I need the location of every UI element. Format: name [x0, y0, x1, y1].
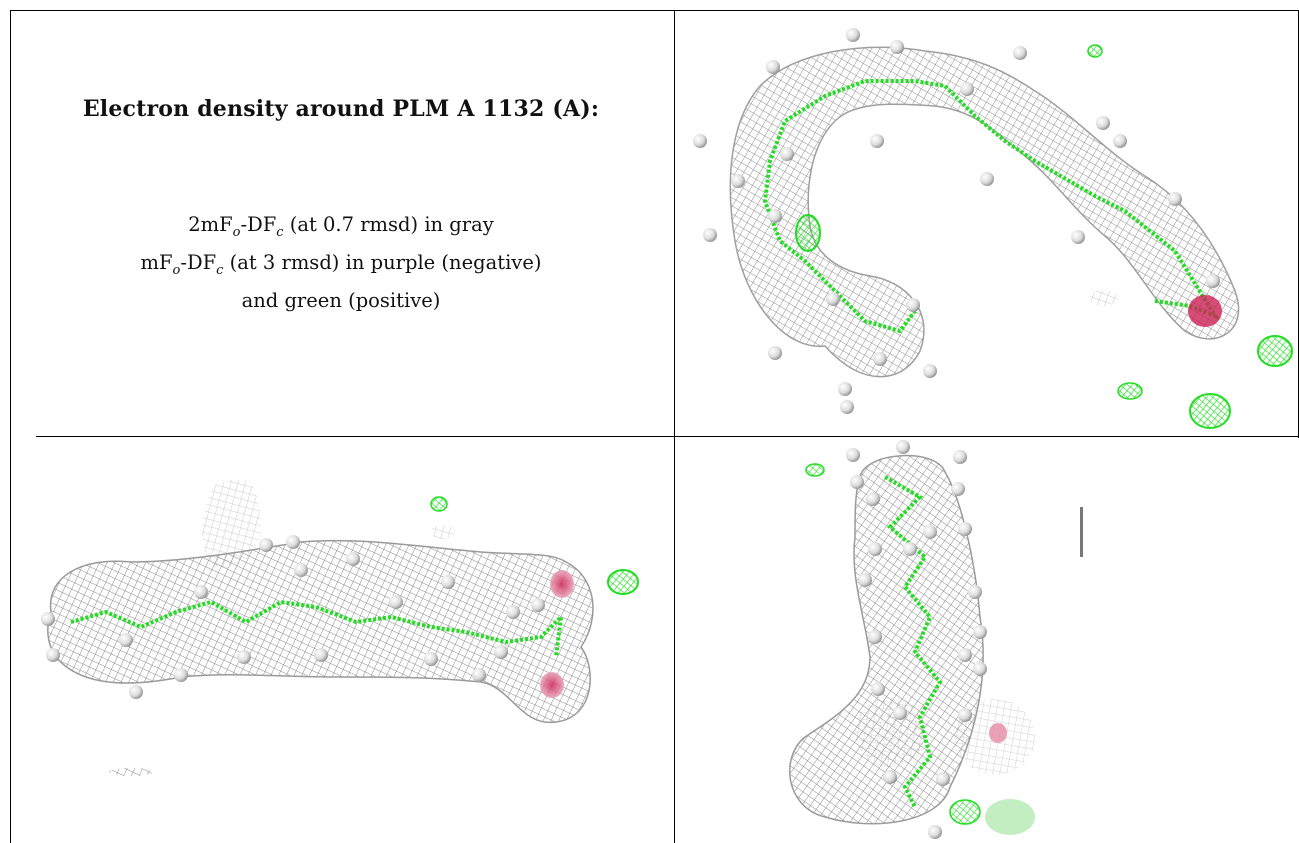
ghost-density: [1080, 507, 1083, 557]
positive-density-blob: [950, 800, 980, 824]
ghost-density: [431, 525, 455, 539]
caption-cell: Electron density around PLM A 1132 (A): …: [10, 12, 672, 432]
negative-density-blob: [1188, 295, 1222, 327]
positive-density-blob: [1190, 394, 1230, 428]
density-view-top-right: [675, 11, 1298, 436]
ghost-density: [1089, 290, 1117, 306]
negative-density-blob: [550, 570, 574, 598]
legend-line-positive: and green (positive): [10, 286, 672, 316]
positive-density-blob: [796, 215, 820, 251]
positive-density-blob: [806, 464, 824, 476]
negative-density-blob: [540, 672, 564, 698]
density-mesh: [48, 541, 593, 723]
density-view-bottom-right: [675, 437, 1298, 843]
density-view-bottom-left: [11, 437, 673, 843]
positive-density-blob: [1118, 383, 1142, 399]
ghost-density: [109, 768, 153, 776]
legend-text: 2mFo-DFc (at 0.7 rmsd) in gray mFo-DFc (…: [10, 210, 672, 316]
positive-density-blob: [1088, 45, 1102, 57]
negative-density-blob: [989, 723, 1007, 743]
density-mesh: [730, 47, 1238, 376]
figure-title: Electron density around PLM A 1132 (A):: [10, 96, 672, 122]
legend-line-2mfo: 2mFo-DFc (at 0.7 rmsd) in gray: [10, 210, 672, 248]
legend-line-mfo: mFo-DFc (at 3 rmsd) in purple (negative): [10, 248, 672, 286]
density-mesh: [790, 456, 983, 824]
positive-density-blob: [608, 570, 638, 594]
positive-density-blob: [985, 799, 1035, 835]
positive-density-blob: [431, 497, 447, 511]
positive-density-blob: [1258, 336, 1292, 366]
